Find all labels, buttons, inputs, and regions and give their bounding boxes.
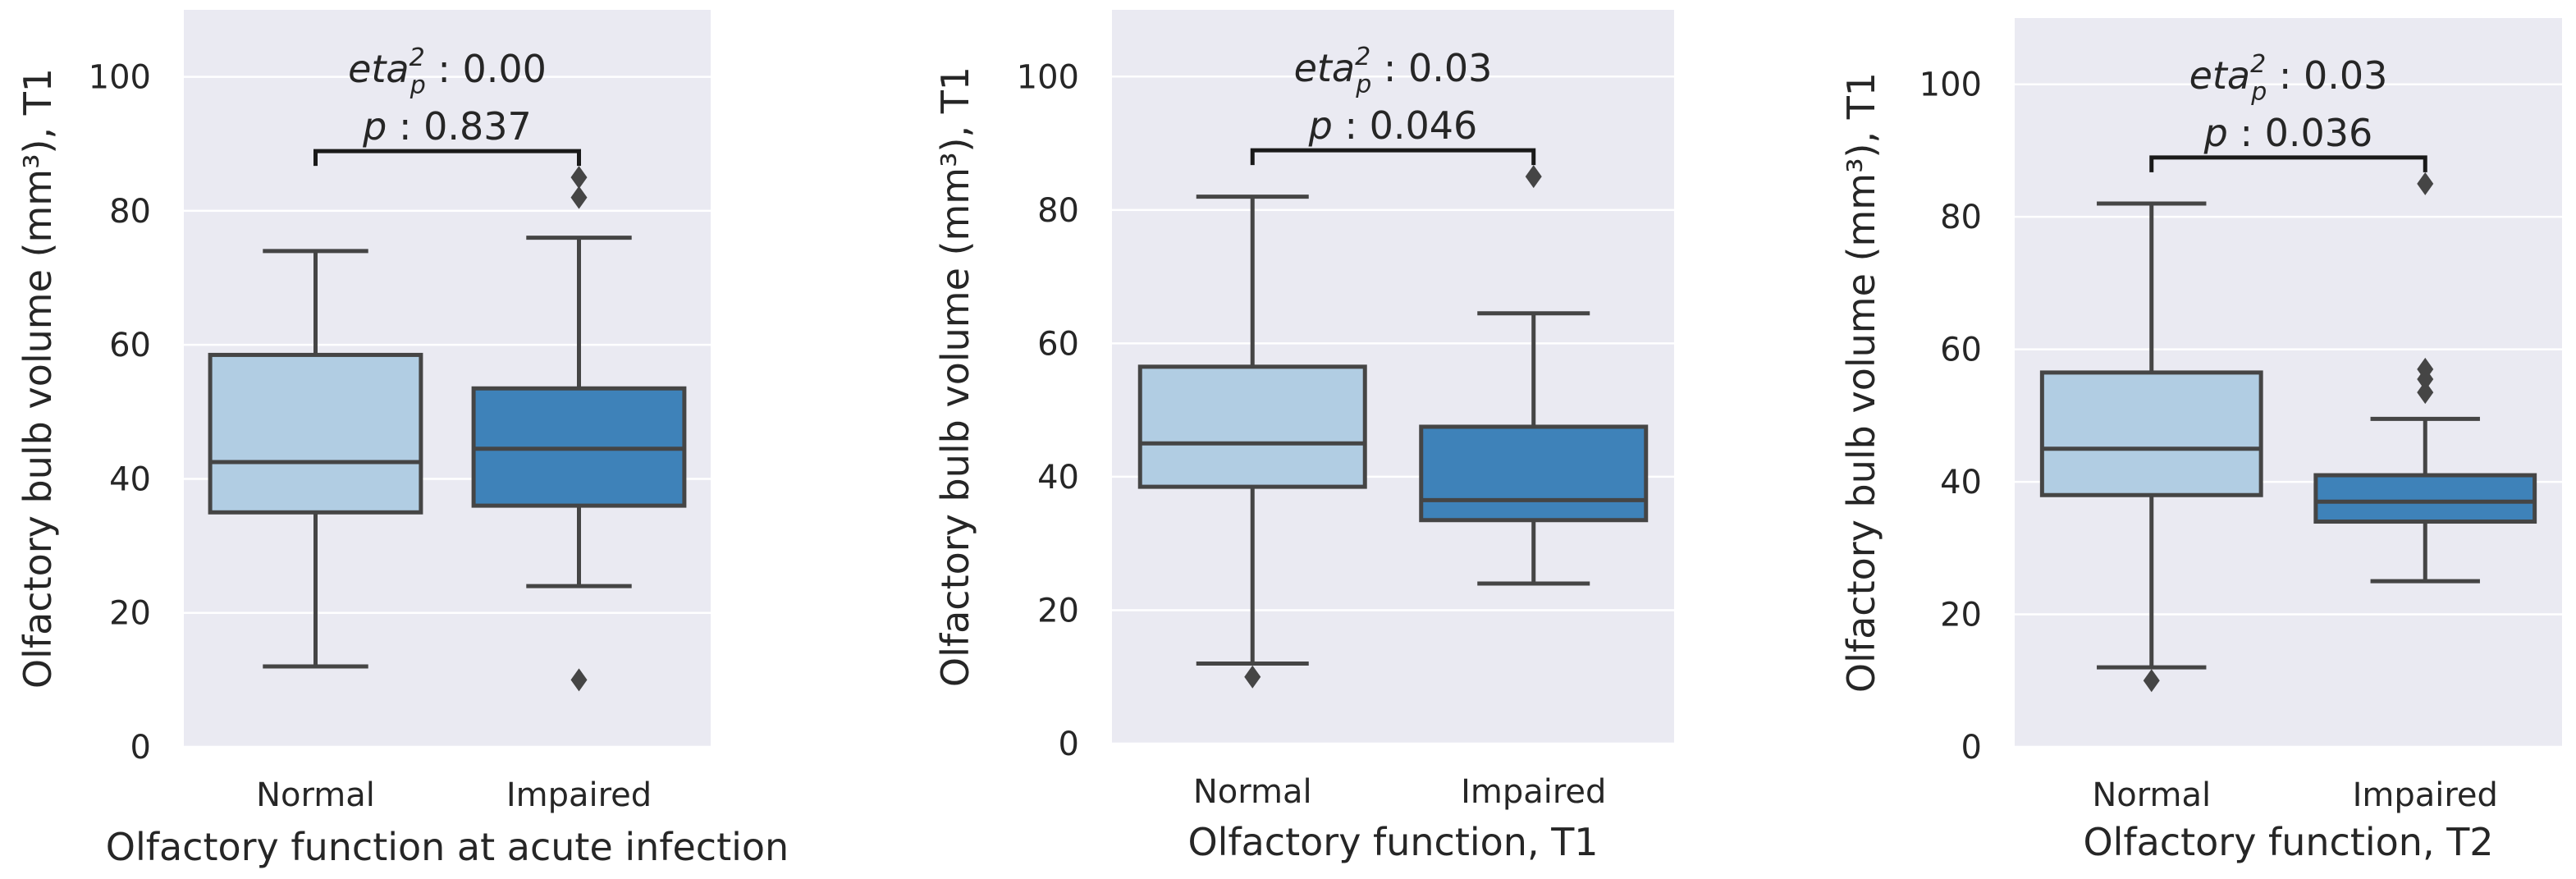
outlier-point: [1244, 665, 1261, 689]
y-tick-label: 0: [1961, 729, 1982, 767]
y-tick-label: 80: [1037, 192, 1079, 230]
y-tick-label: 20: [109, 595, 151, 633]
y-tick-label: 100: [1017, 58, 1079, 96]
y-axis-label: Olfactory bulb volume (mm³), T1: [1839, 72, 1883, 693]
p-value-label: p : 0.036: [2203, 111, 2373, 155]
box-impaired: [471, 166, 687, 692]
x-axis-label: Olfactory function, T1: [1187, 820, 1598, 864]
outlier-point: [1525, 165, 1542, 189]
x-tick-label: Normal: [2092, 776, 2211, 814]
y-tick-label: 60: [1940, 332, 1982, 369]
significance-bracket: [2149, 155, 2427, 172]
significance-bracket: [313, 149, 581, 167]
outlier-point: [2417, 172, 2434, 195]
box-body: [1419, 424, 1649, 523]
effect-size-label: eta2 p : 0.00: [348, 43, 547, 100]
box-body: [2313, 473, 2537, 524]
significance-bracket: [1250, 148, 1536, 166]
y-tick-label: 40: [1940, 464, 1982, 501]
outlier-point: [570, 668, 588, 692]
y-tick-label: 100: [89, 59, 151, 97]
box-normal: [1137, 195, 1367, 689]
effect-size-label: eta2 p : 0.03: [2189, 50, 2388, 107]
x-tick-label: Normal: [256, 776, 375, 814]
x-tick-label: Impaired: [1461, 773, 1606, 811]
box-impaired: [2313, 172, 2537, 584]
y-tick-label: 20: [1037, 592, 1079, 629]
outlier-point: [570, 185, 588, 209]
y-tick-label: 60: [1037, 325, 1079, 363]
box-normal: [2039, 201, 2263, 693]
effect-size-label: eta2 p : 0.03: [1294, 43, 1493, 99]
y-tick-label: 100: [1919, 66, 1982, 104]
box-body: [208, 352, 423, 515]
outlier-point: [2417, 367, 2434, 391]
y-tick-label: 20: [1940, 597, 1982, 634]
x-tick-label: Impaired: [2353, 776, 2498, 814]
y-axis-label: Olfactory bulb volume (mm³), T1: [16, 68, 60, 689]
y-tick-label: 0: [1059, 726, 1079, 763]
y-tick-label: 0: [130, 729, 151, 767]
box-body: [1137, 364, 1367, 489]
y-tick-label: 40: [1037, 459, 1079, 497]
outlier-point: [2417, 381, 2434, 405]
y-tick-label: 40: [109, 460, 151, 498]
box-body: [2039, 370, 2263, 497]
outlier-point: [570, 166, 588, 190]
y-tick-label: 80: [1940, 199, 1982, 236]
x-tick-label: Normal: [1193, 773, 1312, 811]
y-axis-label: Olfactory bulb volume (mm³), T1: [933, 66, 977, 687]
box-normal: [208, 249, 423, 669]
p-value-label: p : 0.837: [362, 104, 532, 149]
y-tick-label: 60: [109, 327, 151, 364]
p-value-label: p : 0.046: [1308, 103, 1478, 148]
box-impaired: [1419, 165, 1649, 586]
x-axis-label: Olfactory function at acute infection: [106, 825, 789, 869]
x-axis-label: Olfactory function, T2: [2083, 820, 2493, 864]
y-tick-label: 80: [109, 193, 151, 231]
outlier-point: [2143, 669, 2160, 693]
x-tick-label: Impaired: [506, 776, 652, 814]
